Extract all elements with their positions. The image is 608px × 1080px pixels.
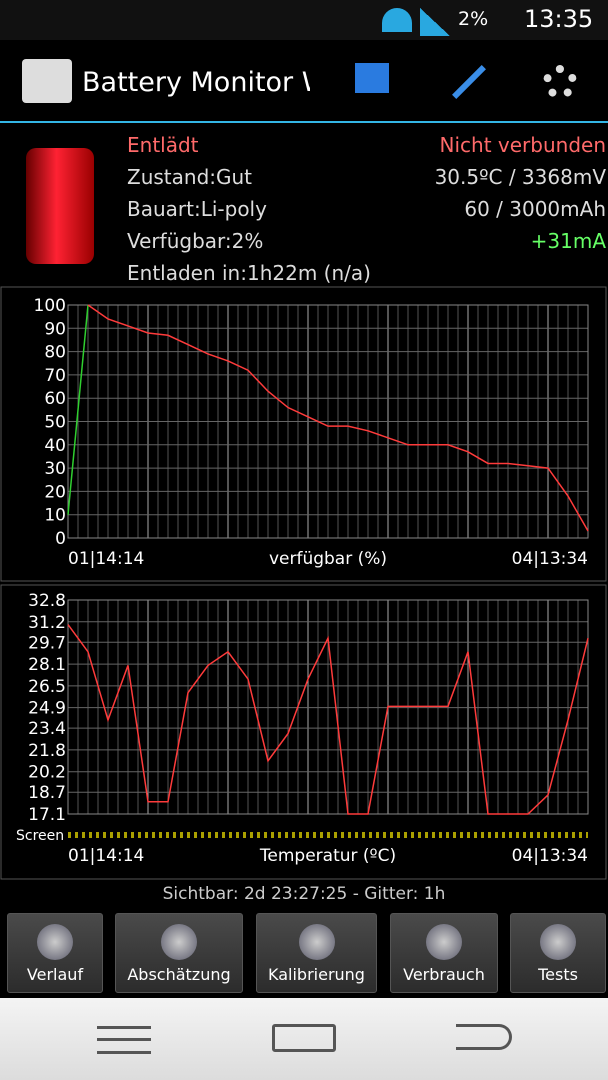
y-tick-label: 10 — [44, 506, 66, 526]
x-end-label: 04|13:34 — [512, 549, 588, 569]
button-icon — [161, 924, 197, 960]
x-start-label: 01|14:14 — [68, 549, 144, 569]
tab-button[interactable]: Abschätzung — [115, 913, 243, 993]
y-tick-label: 100 — [34, 296, 66, 316]
button-icon — [298, 924, 335, 960]
edit-button[interactable] — [452, 65, 486, 99]
tab-button[interactable]: Verlauf — [7, 913, 103, 993]
button-label: Kalibrierung — [268, 965, 365, 984]
state: Entlädt — [127, 133, 199, 157]
available: Verfügbar:2% — [127, 229, 264, 253]
data-line — [67, 624, 589, 815]
y-tick-label: 28.1 — [28, 655, 66, 675]
data-line — [67, 304, 89, 515]
charts: 0 10 20 30 40 50 60 70 80 90 100 01|14:14 04|13:34 ve… — [0, 286, 607, 880]
nav-bar — [0, 998, 608, 1080]
remaining: Entladen in:1h22m (n/a) — [127, 261, 371, 285]
y-tick-label: 23.4 — [28, 719, 66, 739]
wifi-icon — [382, 8, 412, 32]
y-tick-label: 20.2 — [28, 763, 66, 783]
capacity: 60 / 3000mAh — [464, 197, 606, 221]
x-axis-title: verfügbar (%) — [269, 549, 387, 569]
chart-frame — [0, 286, 607, 582]
y-tick-label: 17.1 — [28, 805, 66, 825]
type: Bauart:Li-poly — [127, 197, 267, 221]
status-bar: 2% 13:35 — [0, 0, 608, 40]
y-tick-label: 50 — [44, 413, 66, 433]
x-start-label: 01|14:14 — [68, 846, 144, 866]
y-tick-label: 90 — [44, 319, 66, 339]
button-label: Verlauf — [26, 965, 84, 984]
signal-icon — [420, 8, 450, 36]
current: +31mA — [530, 229, 606, 253]
plot-border — [67, 599, 589, 815]
home-button[interactable] — [272, 1024, 336, 1052]
button-label: Tests — [538, 965, 578, 984]
y-tick-label: 29.7 — [28, 633, 66, 653]
y-tick-label: 60 — [44, 389, 66, 409]
tab-button[interactable]: Tests — [510, 913, 606, 993]
y-tick-label: 24.9 — [28, 699, 66, 719]
y-tick-label: 80 — [44, 343, 66, 363]
flag-button[interactable] — [355, 63, 389, 93]
y-tick-label: 18.7 — [28, 783, 66, 803]
health: Zustand:Gut — [127, 165, 253, 189]
tab-button[interactable]: Kalibrierung — [256, 913, 377, 993]
settings-button[interactable] — [543, 65, 577, 99]
tab-button[interactable]: Verbrauch — [390, 913, 498, 993]
button-icon — [540, 924, 576, 960]
back-button[interactable] — [456, 1024, 512, 1050]
y-tick-label: 0 — [55, 529, 66, 549]
button-label: Abschätzung — [127, 965, 231, 984]
button-label: Verbrauch — [403, 965, 485, 984]
screen-label: Screen — [16, 828, 64, 844]
app-icon[interactable] — [22, 59, 72, 103]
y-tick-label: 70 — [44, 366, 66, 386]
app-title: Battery Monitor W — [82, 67, 310, 98]
time: 13:35 — [524, 5, 594, 33]
y-tick-label: 20 — [44, 482, 66, 502]
battery-text: 2% — [458, 8, 489, 30]
menu-button[interactable] — [97, 1026, 151, 1054]
y-tick-label: 40 — [44, 436, 66, 456]
x-axis-title: Temperatur (ºC) — [259, 846, 396, 866]
y-tick-label: 30 — [44, 459, 66, 479]
battery-icon — [26, 148, 94, 264]
footer: Sichtbar: 2d 23:27:25 - Gitter: 1h — [162, 884, 446, 904]
y-tick-label: 31.2 — [28, 613, 66, 633]
data-line — [87, 304, 589, 532]
app-bar: Battery Monitor W — [0, 41, 608, 123]
button-icon — [37, 924, 73, 960]
y-tick-label: 26.5 — [28, 677, 66, 697]
x-end-label: 04|13:34 — [512, 846, 588, 866]
connection: Nicht verbunden — [439, 133, 606, 157]
button-icon — [426, 924, 462, 960]
temp-voltage: 30.5ºC / 3368mV — [434, 165, 606, 189]
plot-border — [67, 304, 589, 539]
y-tick-label: 32.8 — [28, 591, 66, 611]
chart-frame — [0, 584, 607, 880]
y-tick-label: 21.8 — [28, 741, 66, 761]
